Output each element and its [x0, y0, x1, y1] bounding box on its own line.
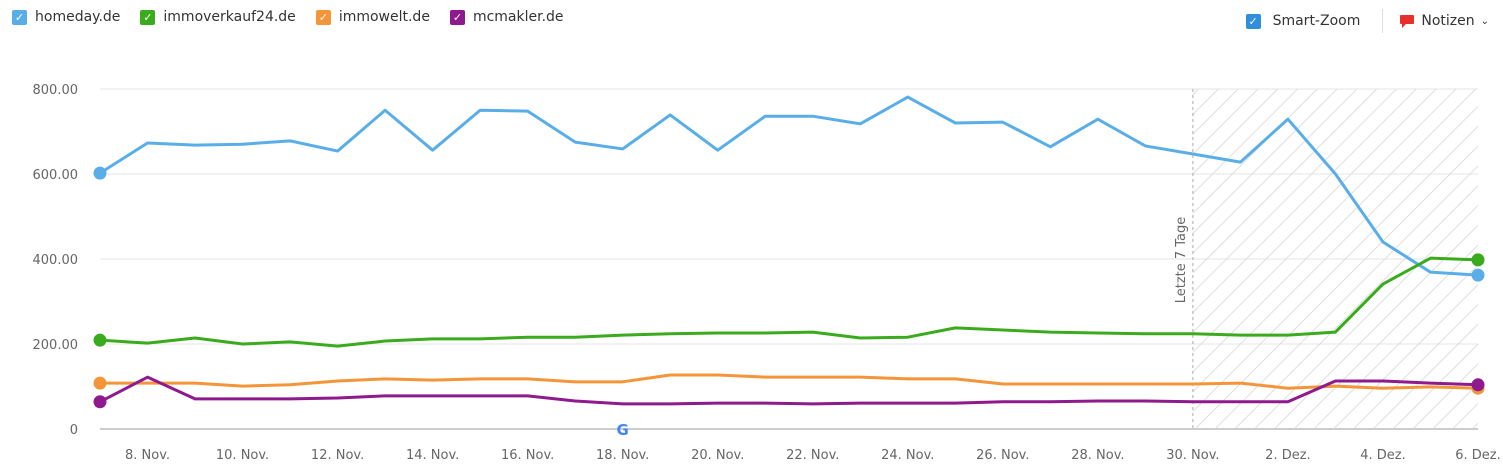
series-line-homeday-de [99, 95, 1479, 277]
checkbox-icon[interactable]: ✓ [140, 9, 156, 25]
legend-label: homeday.de [35, 9, 121, 25]
x-tick-label: 20. Nov. [691, 448, 744, 463]
x-tick-label: 30. Nov. [1166, 448, 1219, 463]
divider [1382, 9, 1384, 33]
legend: ✓ homeday.de ✓ immoverkauf24.de ✓ immowelt.… [12, 9, 564, 25]
y-tick-label: 200.00 [33, 338, 79, 353]
series-end-point [1471, 268, 1485, 282]
last-7-days-label: Letzte 7 Tage [1174, 217, 1189, 304]
x-tick-label: 18. Nov. [596, 448, 649, 463]
x-tick-label: 16. Nov. [501, 448, 554, 463]
series-end-point [1471, 253, 1485, 267]
x-tick-label: 12. Nov. [311, 448, 364, 463]
x-tick-label: 22. Nov. [786, 448, 839, 463]
legend-item-immowelt[interactable]: ✓ immowelt.de [315, 9, 430, 25]
x-tick-label: 6. Dez. [1455, 448, 1501, 463]
checkbox-icon[interactable]: ✓ [12, 9, 27, 25]
legend-item-mcmakler[interactable]: ✓ mcmakler.de [449, 9, 564, 25]
checkbox-icon[interactable]: ✓ [315, 9, 331, 25]
series-start-point [93, 166, 107, 180]
y-tick-label: 400.00 [33, 253, 79, 268]
legend-item-immoverkauf24[interactable]: ✓ immoverkauf24.de [140, 9, 296, 25]
checkbox-icon[interactable]: ✓ [1245, 13, 1261, 29]
y-tick-label: 800.00 [33, 83, 79, 98]
x-tick-label: 14. Nov. [406, 448, 459, 463]
legend-label: mcmakler.de [472, 9, 564, 25]
x-tick-label: 8. Nov. [125, 448, 170, 463]
x-tick-label: 10. Nov. [216, 448, 269, 463]
smart-zoom-label: Smart-Zoom [1272, 13, 1361, 29]
series-line-mcmakler-de [99, 375, 1479, 406]
y-tick-label: 0 [70, 423, 78, 438]
y-tick-label: 600.00 [33, 168, 79, 183]
checkbox-icon[interactable]: ✓ [449, 9, 465, 25]
notes-dropdown[interactable]: Notizen ⌄ [1399, 13, 1489, 29]
series-line-immoverkauf24-de [99, 256, 1479, 348]
legend-label: immoverkauf24.de [163, 9, 296, 25]
chevron-down-icon: ⌄ [1480, 15, 1489, 27]
x-tick-label: 28. Nov. [1071, 448, 1124, 463]
series-end-point [1471, 378, 1485, 392]
series-start-point [93, 376, 107, 390]
series-line-immowelt-de [100, 373, 1479, 390]
legend-label: immowelt.de [338, 9, 430, 25]
smart-zoom-toggle[interactable]: ✓ Smart-Zoom [1245, 13, 1361, 29]
legend-item-homeday[interactable]: ✓ homeday.de [12, 9, 120, 25]
x-tick-label: 4. Dez. [1360, 448, 1406, 463]
x-tick-label: 2. Dez. [1265, 448, 1311, 463]
series-start-point [93, 333, 107, 347]
chart-controls: ✓ Smart-Zoom Notizen ⌄ [1245, 9, 1489, 33]
series-start-point [93, 395, 107, 409]
x-tick-label: 24. Nov. [881, 448, 934, 463]
x-tick-label: 26. Nov. [976, 448, 1029, 463]
speech-bubble-icon [1400, 15, 1415, 28]
notes-label: Notizen [1421, 13, 1475, 29]
google-icon: G [617, 421, 629, 439]
